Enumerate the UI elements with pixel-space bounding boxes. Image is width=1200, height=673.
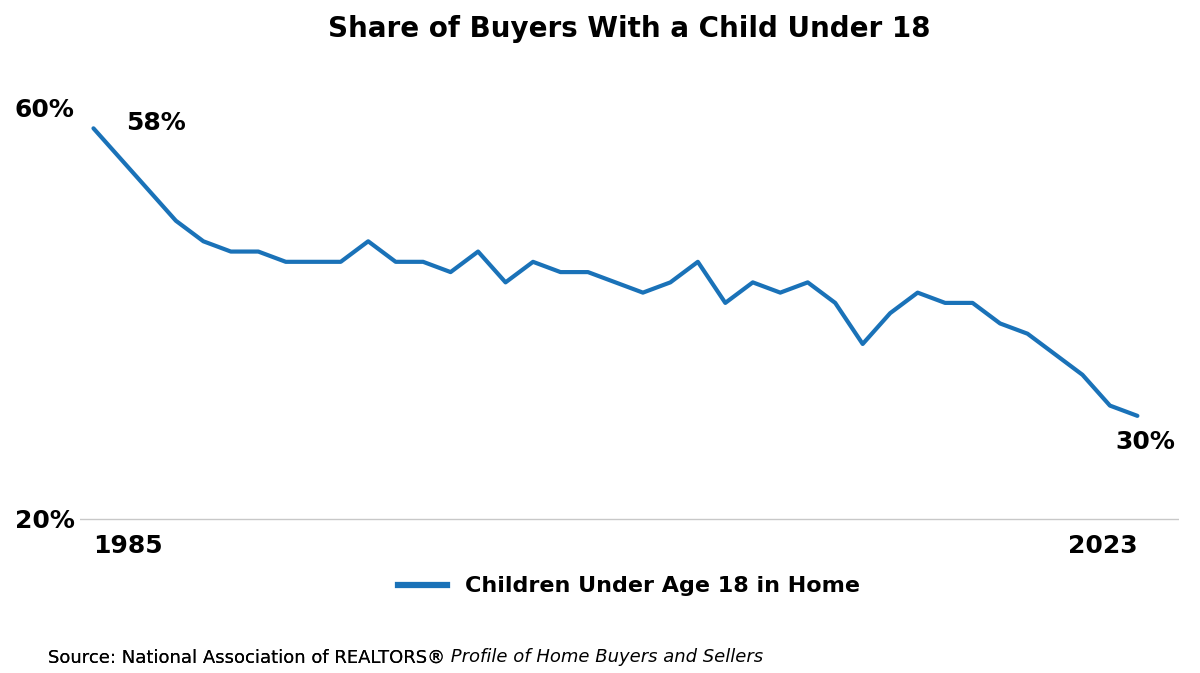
Text: Source: National Association of REALTORS®: Source: National Association of REALTORS… <box>48 648 445 666</box>
Text: 1985: 1985 <box>94 534 163 558</box>
Text: Source: National Association of REALTORS®: Source: National Association of REALTORS… <box>48 648 445 666</box>
Text: 2023: 2023 <box>1068 534 1138 558</box>
Text: 58%: 58% <box>126 111 186 135</box>
Legend: Children Under Age 18 in Home: Children Under Age 18 in Home <box>390 567 869 605</box>
Text: 30%: 30% <box>1116 429 1175 454</box>
Text: Profile of Home Buyers and Sellers: Profile of Home Buyers and Sellers <box>445 648 763 666</box>
Title: Share of Buyers With a Child Under 18: Share of Buyers With a Child Under 18 <box>328 15 930 43</box>
